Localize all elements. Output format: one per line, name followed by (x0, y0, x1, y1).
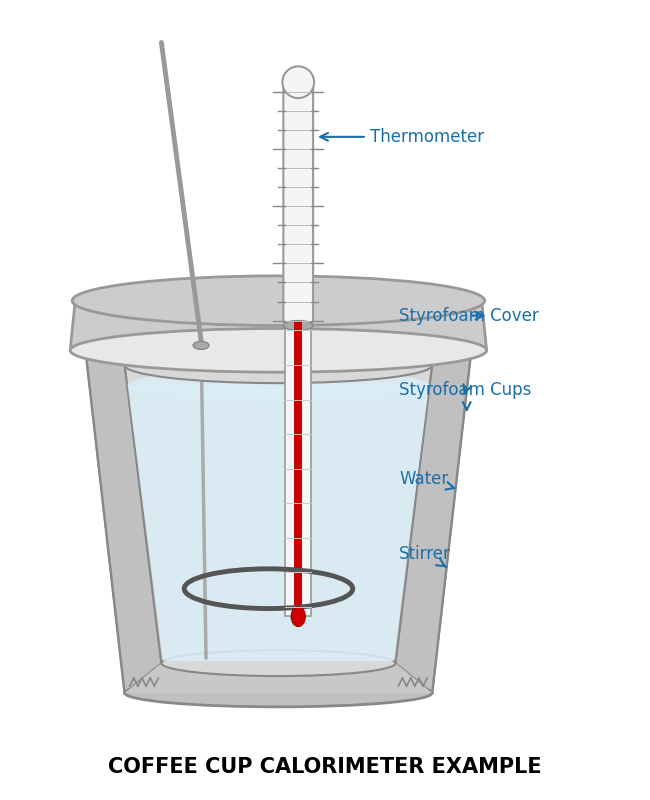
Text: Water: Water (399, 470, 454, 490)
Bar (294, 321, 302, 606)
Text: Styrofoam Cups: Styrofoam Cups (399, 381, 532, 399)
Polygon shape (70, 301, 487, 350)
FancyBboxPatch shape (283, 80, 313, 322)
Polygon shape (125, 663, 432, 693)
Ellipse shape (72, 330, 485, 371)
Ellipse shape (291, 606, 305, 626)
Polygon shape (127, 385, 429, 661)
Ellipse shape (125, 347, 432, 383)
Ellipse shape (193, 342, 209, 350)
Text: COFFEE CUP CALORIMETER EXAMPLE: COFFEE CUP CALORIMETER EXAMPLE (108, 758, 542, 778)
Ellipse shape (85, 323, 472, 367)
Polygon shape (85, 346, 472, 693)
Ellipse shape (282, 66, 314, 98)
Polygon shape (125, 366, 432, 663)
Ellipse shape (161, 650, 395, 676)
Ellipse shape (127, 370, 429, 401)
Ellipse shape (125, 679, 432, 707)
Text: Thermometer: Thermometer (320, 128, 484, 146)
Polygon shape (75, 346, 482, 350)
Ellipse shape (85, 323, 472, 367)
Ellipse shape (70, 329, 487, 372)
Bar (285, 321, 311, 617)
Polygon shape (395, 346, 472, 693)
Ellipse shape (283, 321, 313, 330)
Polygon shape (85, 346, 161, 693)
Text: Stirrer: Stirrer (399, 545, 451, 567)
Ellipse shape (72, 276, 485, 326)
Text: Styrofoam Cover: Styrofoam Cover (399, 306, 539, 325)
